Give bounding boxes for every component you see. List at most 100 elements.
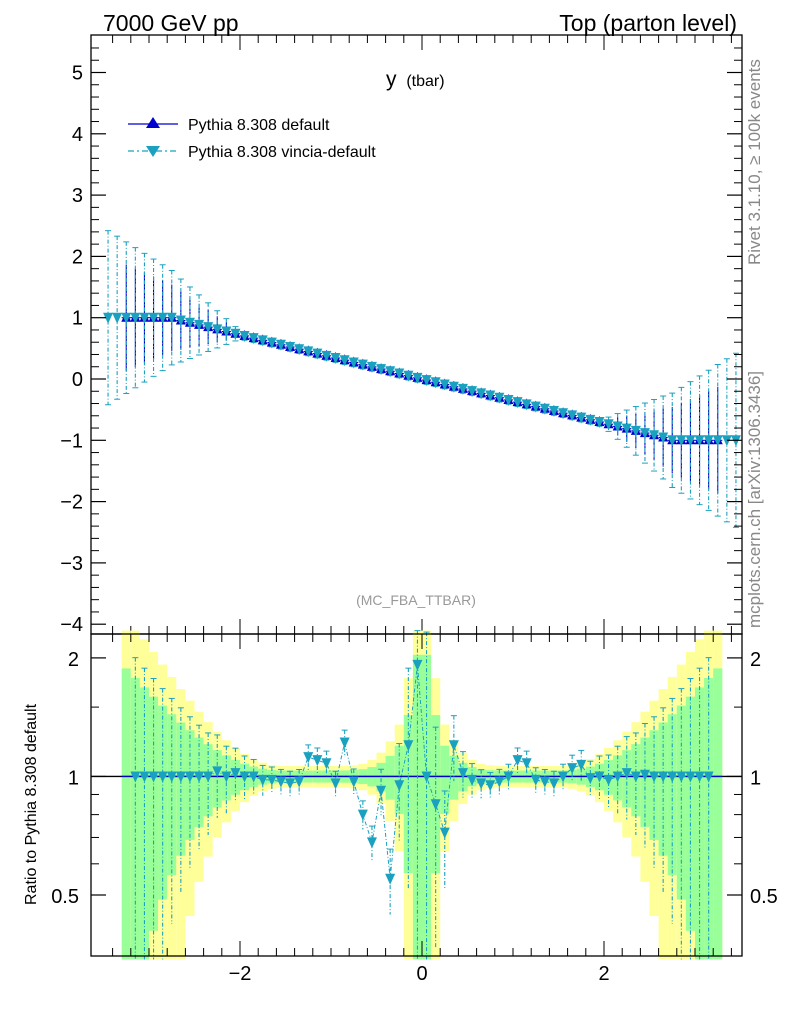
vincia-marker xyxy=(712,435,723,447)
vincia-marker xyxy=(703,435,714,447)
vincia-marker xyxy=(194,319,205,331)
ratio-marker xyxy=(585,773,596,785)
ratio-y-tick-label: 1 xyxy=(68,767,79,789)
ratio-marker xyxy=(530,774,541,786)
vincia-marker xyxy=(348,357,359,369)
plot-title-main: y xyxy=(386,68,397,91)
vincia-marker xyxy=(148,312,159,324)
ratio-marker xyxy=(603,774,614,786)
ratio-marker xyxy=(248,771,259,783)
plot-title: y (tbar) xyxy=(386,68,445,91)
vincia-marker xyxy=(376,364,387,376)
vincia-marker xyxy=(275,339,286,351)
vincia-marker xyxy=(530,401,541,413)
ratio-marker xyxy=(421,771,432,783)
vincia-marker xyxy=(221,326,232,338)
band-green xyxy=(422,654,432,960)
vincia-marker xyxy=(130,312,141,324)
vincia-marker xyxy=(485,390,496,402)
band-green xyxy=(130,678,140,960)
vincia-marker xyxy=(603,419,614,431)
ratio-marker xyxy=(594,771,605,783)
vincia-marker xyxy=(594,417,605,429)
legend-marker-triangle-down xyxy=(146,146,160,157)
side-rivet-label: Rivet 3.1.10, ≥ 100k events xyxy=(745,59,764,265)
vincia-marker xyxy=(503,394,514,406)
vincia-marker xyxy=(339,355,350,367)
vincia-marker xyxy=(312,348,323,360)
y-tick-label: −2 xyxy=(60,492,83,514)
vincia-marker xyxy=(439,379,450,391)
ratio-marker xyxy=(667,771,678,783)
band-green xyxy=(449,755,459,800)
band-green xyxy=(713,668,723,960)
y-tick-label: 1 xyxy=(72,308,83,330)
legend-label-vincia: Pythia 8.308 vincia-default xyxy=(188,144,376,161)
vincia-marker xyxy=(394,368,405,380)
vincia-marker xyxy=(139,312,150,324)
band-green xyxy=(649,730,659,840)
ratio-marker xyxy=(649,771,660,783)
ratio-marker xyxy=(567,763,578,775)
analysis-tag: (MC_FBA_TTBAR) xyxy=(356,592,476,608)
vincia-marker xyxy=(257,335,268,347)
vincia-marker xyxy=(166,312,177,324)
y-tick-label: 0 xyxy=(72,369,83,391)
band-green xyxy=(121,668,131,960)
vincia-marker xyxy=(621,423,632,435)
ratio-marker xyxy=(257,774,268,786)
vincia-marker xyxy=(448,381,459,393)
ratio-marker xyxy=(339,737,350,749)
vincia-marker xyxy=(357,359,368,371)
vincia-marker xyxy=(239,330,250,342)
vincia-marker xyxy=(676,435,687,447)
vincia-marker xyxy=(639,428,650,440)
vincia-marker xyxy=(385,366,396,378)
ratio-marker xyxy=(385,873,396,885)
vincia-marker xyxy=(685,435,696,447)
vincia-marker xyxy=(321,350,332,362)
y-tick-label: 5 xyxy=(72,63,83,85)
main-panel: 5 4 3 2 1 0 −1 −2 −3 −4 xyxy=(60,34,743,636)
vincia-marker xyxy=(175,315,186,327)
ratio-marker xyxy=(439,827,450,839)
band-green xyxy=(704,678,714,960)
band-green xyxy=(640,737,650,827)
vincia-marker xyxy=(184,317,195,329)
ratio-marker xyxy=(485,780,496,792)
ratio-line xyxy=(135,664,709,879)
legend-label-default: Pythia 8.308 default xyxy=(188,117,330,134)
vincia-marker xyxy=(576,412,587,424)
ratio-marker xyxy=(321,758,332,770)
y-tick-label: −1 xyxy=(60,430,83,452)
vincia-marker xyxy=(303,346,314,358)
vincia-marker xyxy=(430,377,441,389)
ratio-marker xyxy=(521,758,532,770)
vincia-marker xyxy=(457,383,468,395)
ratio-marker xyxy=(494,776,505,788)
ratio-marker xyxy=(348,776,359,788)
vincia-marker xyxy=(476,388,487,400)
vincia-marker xyxy=(494,392,505,404)
vincia-marker xyxy=(121,312,132,324)
vincia-marker xyxy=(403,370,414,382)
vincia-marker xyxy=(366,361,377,373)
ratio-marker xyxy=(476,778,487,790)
vincia-marker xyxy=(612,421,623,433)
vincia-marker xyxy=(667,435,678,447)
ratio-ylabel: Ratio to Pythia 8.308 default xyxy=(23,703,40,905)
vincia-marker xyxy=(285,342,296,354)
y-tick-label: 4 xyxy=(72,124,83,146)
vincia-marker xyxy=(412,372,423,384)
vincia-marker xyxy=(467,386,478,398)
vincia-marker xyxy=(266,337,277,349)
ratio-panel: 2 2 1 1 0.5 0.5 −2 0 2 xyxy=(51,630,778,985)
vincia-marker xyxy=(294,344,305,356)
plot-title-sub: (tbar) xyxy=(406,73,444,90)
vincia-marker xyxy=(212,324,223,336)
ratio-y-tick-label-right: 2 xyxy=(750,649,761,671)
band-green xyxy=(158,705,168,900)
vincia-marker xyxy=(567,410,578,422)
band-green xyxy=(403,715,413,874)
